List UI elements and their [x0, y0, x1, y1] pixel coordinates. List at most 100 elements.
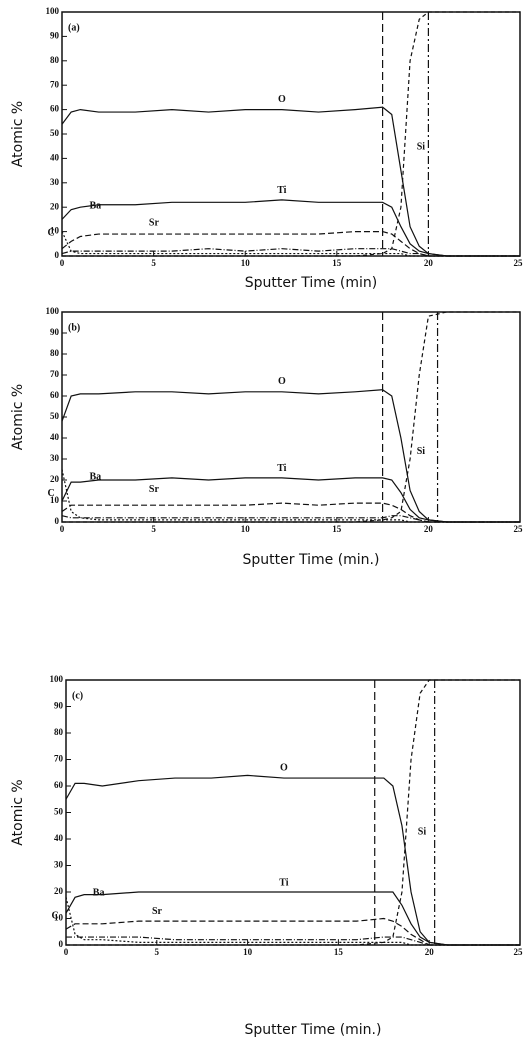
- x-tick-label: 0: [60, 524, 65, 534]
- y-tick-label: 0: [55, 516, 60, 526]
- series-line: [61, 477, 520, 523]
- y-tick-label: 20: [50, 474, 60, 484]
- series-label: C: [51, 911, 58, 922]
- series-line: [65, 891, 520, 946]
- series-label: Si: [418, 826, 427, 837]
- y-tick-label: 30: [54, 860, 64, 870]
- series-line: [65, 774, 520, 946]
- series-line: [66, 936, 520, 946]
- y-tick-label: 50: [54, 807, 64, 817]
- x-axis-label: Sputter Time (min.): [245, 1022, 382, 1038]
- y-axis-label: Atomic %: [10, 384, 26, 450]
- panel-label: (c): [72, 690, 83, 701]
- x-axis-label: Sputter Time (min): [245, 275, 377, 291]
- y-tick-label: 30: [50, 453, 60, 463]
- y-tick-label: 0: [55, 250, 60, 260]
- series-label: O: [278, 94, 286, 105]
- series-label: Ba: [89, 200, 101, 211]
- y-tick-label: 40: [54, 833, 64, 843]
- y-tick-label: 40: [50, 432, 60, 442]
- y-tick-label: 90: [54, 701, 64, 711]
- series-line: [61, 502, 520, 523]
- y-tick-label: 10: [54, 913, 64, 923]
- series-label: Si: [417, 141, 426, 152]
- panel-label: (b): [68, 322, 80, 333]
- y-tick-label: 0: [59, 939, 64, 949]
- y-tick-label: 70: [54, 754, 64, 764]
- x-tick-label: 10: [241, 258, 251, 268]
- y-tick-label: 10: [50, 226, 60, 236]
- series-label: Ti: [279, 877, 288, 888]
- series-line: [61, 231, 520, 257]
- series-label: Sr: [152, 906, 163, 917]
- series-label: Ti: [277, 463, 286, 474]
- series-line: [66, 679, 520, 946]
- x-tick-label: 20: [425, 947, 435, 957]
- plot-frame: [61, 11, 521, 257]
- series-label: O: [278, 376, 286, 387]
- plot-frame: [61, 311, 521, 523]
- y-tick-label: 80: [54, 727, 64, 737]
- series-label: O: [280, 762, 288, 773]
- y-tick-label: 20: [54, 886, 64, 896]
- x-tick-label: 15: [334, 947, 344, 957]
- series-line: [61, 469, 520, 523]
- x-tick-label: 5: [155, 947, 160, 957]
- series-line: [61, 515, 520, 523]
- series-line: [65, 897, 520, 946]
- x-tick-label: 10: [241, 524, 251, 534]
- series-line: [62, 11, 520, 257]
- series-label: Ba: [89, 471, 101, 482]
- y-tick-label: 40: [50, 152, 60, 162]
- x-tick-label: 20: [424, 258, 434, 268]
- x-tick-label: 25: [514, 258, 524, 268]
- y-tick-label: 60: [50, 104, 60, 114]
- y-tick-label: 50: [50, 128, 60, 138]
- series-label: Sr: [149, 484, 160, 495]
- panel-label: (a): [68, 22, 80, 33]
- y-axis-label: Atomic %: [10, 101, 26, 167]
- y-tick-label: 70: [50, 79, 60, 89]
- y-tick-label: 100: [46, 6, 60, 16]
- series-line: [61, 106, 520, 257]
- y-tick-label: 60: [50, 390, 60, 400]
- x-tick-label: 5: [151, 524, 156, 534]
- y-tick-label: 90: [50, 30, 60, 40]
- series-label: Si: [417, 446, 426, 457]
- y-tick-label: 10: [50, 495, 60, 505]
- y-tick-label: 80: [50, 55, 60, 65]
- series-line: [65, 917, 520, 946]
- x-tick-label: 0: [64, 947, 69, 957]
- series-label: C: [48, 227, 55, 238]
- x-axis-label: Sputter Time (min.): [243, 552, 380, 568]
- series-line: [61, 389, 520, 523]
- y-tick-label: 50: [50, 411, 60, 421]
- x-tick-label: 20: [424, 524, 434, 534]
- series-line: [61, 231, 520, 257]
- y-tick-label: 30: [50, 177, 60, 187]
- x-tick-label: 15: [332, 258, 342, 268]
- x-tick-label: 25: [514, 524, 524, 534]
- y-tick-label: 60: [54, 780, 64, 790]
- y-tick-label: 100: [50, 674, 64, 684]
- x-tick-label: 5: [151, 258, 156, 268]
- x-tick-label: 15: [332, 524, 342, 534]
- y-tick-label: 20: [50, 201, 60, 211]
- plot-frame: [65, 679, 521, 946]
- y-tick-label: 70: [50, 369, 60, 379]
- y-tick-label: 80: [50, 348, 60, 358]
- series-label: C: [48, 488, 55, 499]
- series-label: Sr: [149, 217, 160, 228]
- series-line: [61, 199, 520, 257]
- series-label: Ti: [277, 185, 286, 196]
- x-tick-label: 25: [514, 947, 524, 957]
- series-line: [61, 248, 520, 257]
- x-tick-label: 0: [60, 258, 65, 268]
- series-line: [62, 311, 520, 523]
- y-tick-label: 90: [50, 327, 60, 337]
- y-tick-label: 100: [46, 306, 60, 316]
- y-axis-label: Atomic %: [10, 779, 26, 845]
- series-label: Ba: [93, 887, 105, 898]
- x-tick-label: 10: [243, 947, 253, 957]
